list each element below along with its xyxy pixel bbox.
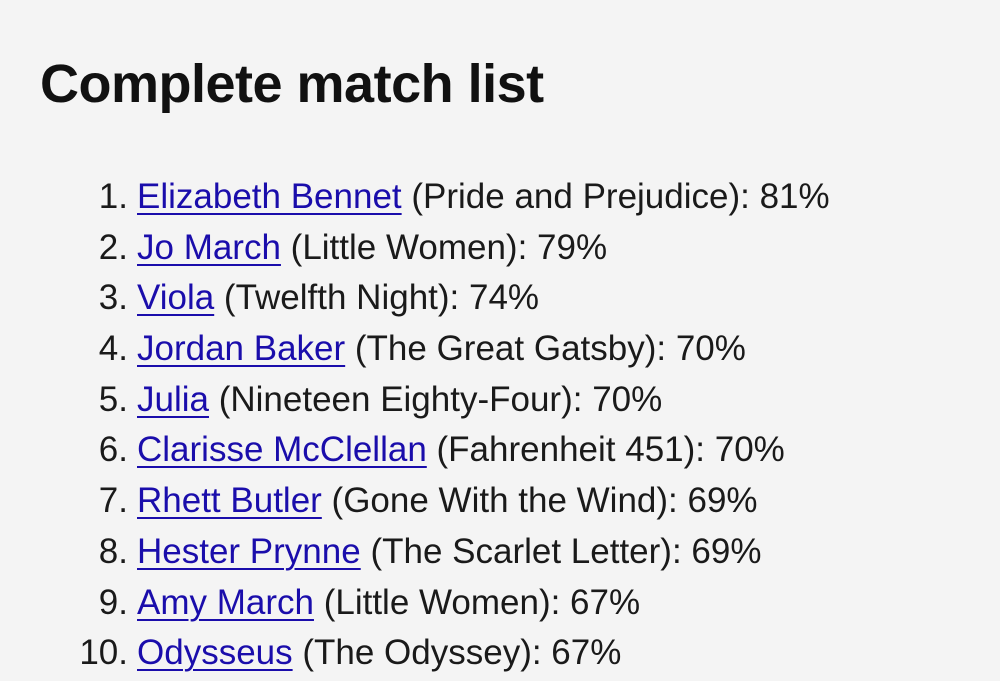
rank-number: 1. — [98, 177, 128, 216]
rank-number: 2. — [98, 227, 128, 267]
match-details: (Gone With the Wind): 69% — [321, 481, 758, 521]
match-details: (Little Women): 79% — [280, 227, 608, 267]
match-details: (Little Women): 67% — [313, 582, 641, 622]
list-item: 5. Julia (Nineteen Eighty-Four): 70% — [0, 375, 830, 426]
match-details: (Pride and Prejudice): 81% — [401, 177, 830, 216]
rank-number: 10. — [79, 633, 128, 673]
rank-number: 3. — [98, 278, 128, 318]
list-item: 7. Rhett Butler (Gone With the Wind): 69% — [0, 476, 830, 527]
character-link[interactable]: Jordan Baker — [137, 329, 346, 369]
list-item: 8. Hester Prynne (The Scarlet Letter): 69… — [0, 527, 830, 578]
rank-number: 9. — [98, 582, 128, 622]
character-link[interactable]: Jo March — [137, 227, 281, 267]
list-item: 9. Amy March (Little Women): 67% — [0, 578, 830, 629]
list-item: 10. Odysseus (The Odyssey): 67% — [0, 628, 830, 679]
character-link[interactable]: Elizabeth Bennet — [137, 177, 402, 216]
character-link[interactable]: Hester Prynne — [137, 531, 361, 571]
rank-number: 6. — [98, 430, 128, 470]
list-item: 1. Elizabeth Bennet (Pride and Prejudice)… — [0, 172, 830, 223]
match-details: (The Great Gatsby): 70% — [345, 329, 746, 369]
character-link[interactable]: Clarisse McClellan — [137, 430, 427, 470]
rank-number: 5. — [98, 379, 128, 419]
match-details: (The Scarlet Letter): 69% — [360, 531, 762, 571]
list-item: 4. Jordan Baker (The Great Gatsby): 70% — [0, 324, 830, 375]
rank-number: 8. — [98, 531, 128, 571]
rank-number: 7. — [98, 481, 128, 521]
rank-number: 4. — [98, 329, 128, 369]
character-link[interactable]: Odysseus — [137, 633, 293, 673]
character-link[interactable]: Viola — [137, 278, 215, 318]
list-item: 6. Clarisse McClellan (Fahrenheit 451): 7… — [0, 425, 830, 476]
list-item: 3. Viola (Twelfth Night): 74% — [0, 273, 830, 324]
list-item: 2. Jo March (Little Women): 79% — [0, 223, 830, 274]
match-details: (Twelfth Night): 74% — [214, 278, 540, 318]
match-details: (Nineteen Eighty-Four): 70% — [208, 379, 663, 419]
character-link[interactable]: Rhett Butler — [137, 481, 322, 521]
character-link[interactable]: Amy March — [137, 582, 314, 622]
character-link[interactable]: Julia — [137, 379, 209, 419]
page-title: Complete match list — [40, 54, 544, 114]
match-details: (The Odyssey): 67% — [292, 633, 622, 673]
match-list: 1. Elizabeth Bennet (Pride and Prejudice)… — [0, 172, 830, 679]
match-details: (Fahrenheit 451): 70% — [426, 430, 785, 470]
